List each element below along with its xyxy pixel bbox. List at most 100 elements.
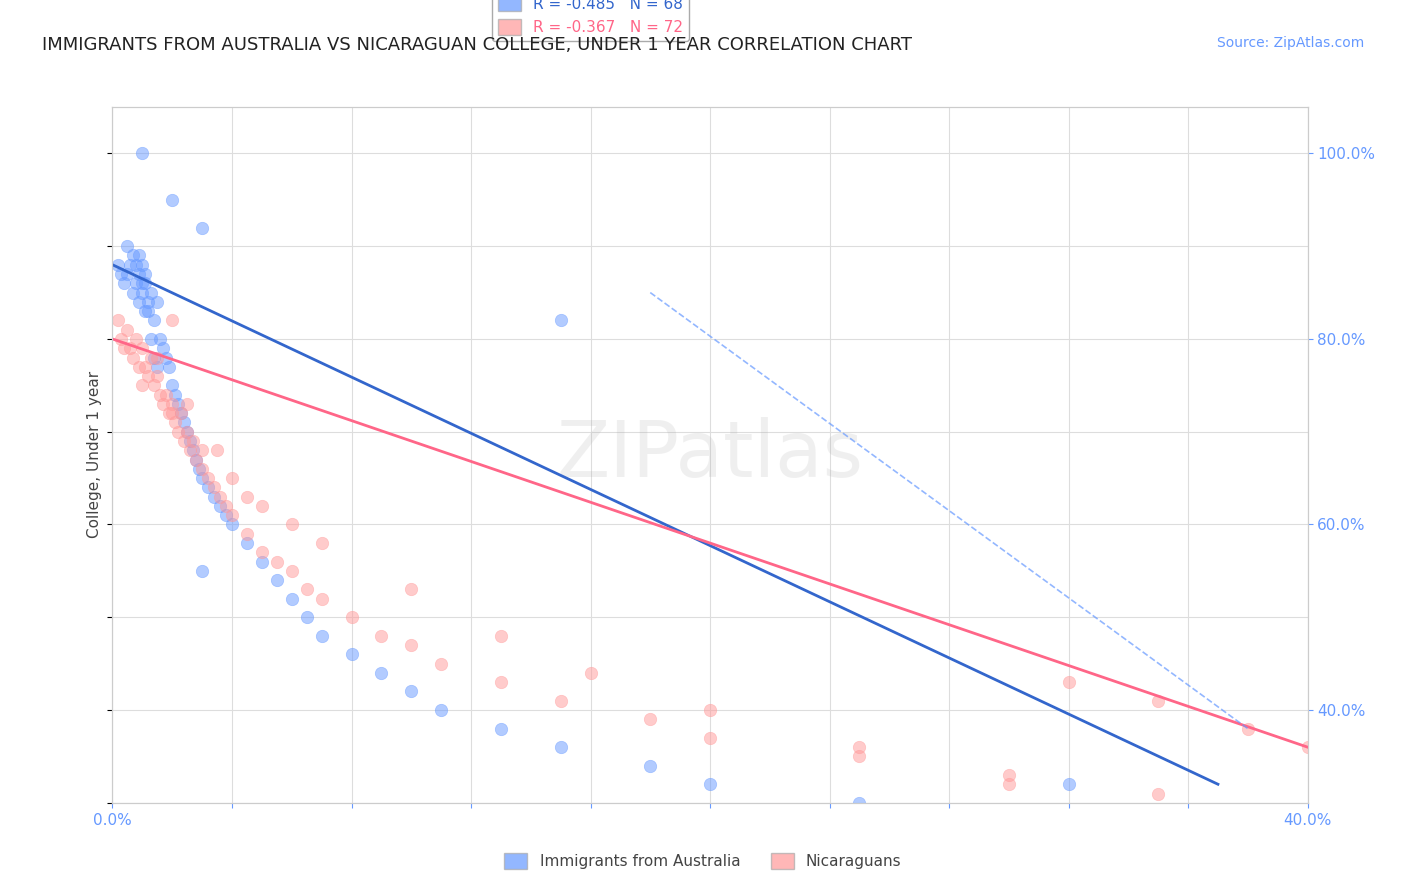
Point: [1147, 694, 1170, 708]
Point: [117, 323, 139, 337]
Point: [550, 313, 572, 327]
Point: [191, 443, 214, 458]
Point: [131, 258, 153, 272]
Point: [122, 248, 145, 262]
Point: [170, 406, 193, 420]
Point: [281, 517, 304, 532]
Point: [138, 304, 160, 318]
Text: IMMIGRANTS FROM AUSTRALIA VS NICARAGUAN COLLEGE, UNDER 1 YEAR CORRELATION CHART: IMMIGRANTS FROM AUSTRALIA VS NICARAGUAN …: [42, 36, 912, 54]
Point: [699, 703, 721, 717]
Legend: R = -0.485   N = 68, R = -0.367   N = 72: R = -0.485 N = 68, R = -0.367 N = 72: [492, 0, 689, 41]
Point: [125, 277, 148, 291]
Point: [162, 313, 183, 327]
Point: [281, 591, 304, 606]
Point: [149, 332, 172, 346]
Point: [162, 406, 183, 420]
Point: [146, 359, 169, 374]
Point: [152, 397, 174, 411]
Point: [1057, 777, 1080, 791]
Point: [152, 341, 174, 355]
Point: [202, 480, 225, 494]
Point: [197, 480, 219, 494]
Point: [191, 462, 214, 476]
Point: [173, 416, 195, 430]
Point: [266, 573, 288, 587]
Point: [208, 499, 231, 513]
Point: [1057, 675, 1080, 690]
Point: [221, 471, 243, 485]
Point: [176, 425, 198, 439]
Point: [131, 378, 153, 392]
Point: [370, 665, 392, 680]
Point: [134, 277, 156, 291]
Point: [205, 443, 228, 458]
Point: [250, 545, 273, 559]
Point: [134, 267, 156, 281]
Point: [370, 629, 392, 643]
Point: [107, 258, 129, 272]
Point: [221, 517, 243, 532]
Point: [155, 387, 177, 401]
Point: [143, 378, 166, 392]
Point: [120, 341, 142, 355]
Point: [128, 248, 150, 262]
Point: [134, 304, 156, 318]
Text: Source: ZipAtlas.com: Source: ZipAtlas.com: [1216, 36, 1364, 50]
Point: [157, 406, 180, 420]
Point: [191, 471, 214, 485]
Point: [141, 285, 163, 300]
Point: [311, 591, 333, 606]
Legend: Immigrants from Australia, Nicaraguans: Immigrants from Australia, Nicaraguans: [498, 847, 908, 875]
Point: [131, 341, 153, 355]
Point: [117, 267, 139, 281]
Point: [165, 387, 187, 401]
Point: [186, 452, 208, 467]
Point: [266, 555, 288, 569]
Point: [430, 657, 453, 671]
Point: [128, 359, 150, 374]
Point: [162, 378, 183, 392]
Point: [638, 712, 662, 726]
Point: [401, 582, 423, 597]
Point: [143, 313, 166, 327]
Point: [179, 434, 201, 448]
Point: [122, 285, 145, 300]
Point: [998, 777, 1021, 791]
Point: [131, 146, 153, 161]
Point: [110, 267, 132, 281]
Point: [157, 359, 180, 374]
Point: [107, 313, 129, 327]
Point: [250, 555, 273, 569]
Point: [848, 740, 870, 755]
Point: [131, 285, 153, 300]
Point: [141, 332, 163, 346]
Point: [146, 351, 169, 365]
Point: [197, 471, 219, 485]
Point: [295, 582, 318, 597]
Point: [221, 508, 243, 523]
Point: [128, 294, 150, 309]
Point: [186, 452, 208, 467]
Text: ZIPatlas: ZIPatlas: [557, 417, 863, 493]
Point: [146, 369, 169, 384]
Y-axis label: College, Under 1 year: College, Under 1 year: [87, 371, 103, 539]
Point: [311, 629, 333, 643]
Point: [155, 351, 177, 365]
Point: [340, 610, 363, 624]
Point: [117, 239, 139, 253]
Point: [146, 294, 169, 309]
Point: [215, 508, 238, 523]
Point: [340, 648, 363, 662]
Point: [208, 490, 231, 504]
Point: [173, 434, 195, 448]
Point: [489, 629, 512, 643]
Point: [1296, 740, 1319, 755]
Point: [143, 351, 166, 365]
Point: [134, 359, 156, 374]
Point: [188, 462, 211, 476]
Point: [191, 564, 214, 578]
Point: [401, 684, 423, 698]
Point: [179, 443, 201, 458]
Point: [638, 758, 662, 772]
Point: [489, 722, 512, 736]
